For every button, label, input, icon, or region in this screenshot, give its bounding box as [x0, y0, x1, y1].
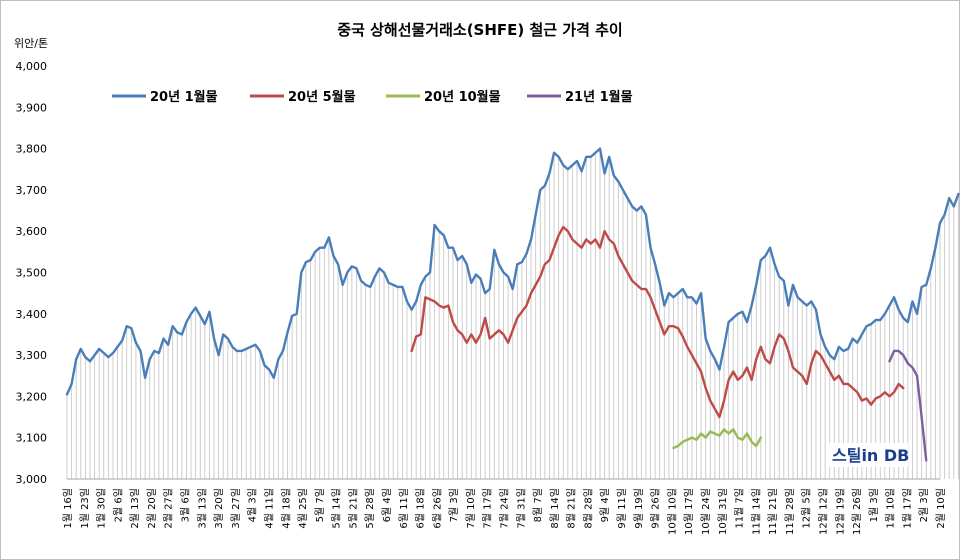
series-lines [65, 147, 960, 462]
x-tick-label: 1월 16일 [62, 488, 74, 529]
y-tick-label: 3,500 [16, 267, 48, 280]
x-tick-label: 1월 23일 [79, 488, 91, 529]
y-tick-label: 3,900 [16, 101, 48, 114]
x-tick-label: 3월 20일 [213, 488, 225, 529]
x-category-bars [66, 148, 959, 480]
watermark-box [828, 443, 908, 467]
x-tick-label: 9월 4일 [599, 488, 611, 522]
x-tick-label: 5월 28일 [364, 488, 376, 529]
x-tick-label: 2월 6일 [112, 488, 124, 522]
y-axis: 3,000 3,100 3,200 3,300 3,400 3,500 3,600 3,700… [16, 60, 48, 486]
x-tick-label: 7월 31일 [515, 488, 527, 529]
x-tick-label: 1월 30일 [96, 488, 108, 529]
x-tick-label: 4월 3일 [247, 488, 259, 522]
x-tick-label: 3월 27일 [230, 488, 242, 529]
x-tick-label: 8월 14일 [549, 488, 561, 529]
x-tick-label: 8월 21일 [566, 488, 578, 529]
watermark-text: 스틸in DB [832, 446, 909, 465]
x-tick-label: 8월 7일 [532, 488, 544, 522]
x-tick-label: 2월 20일 [146, 488, 158, 529]
x-tick-label: 4월 18일 [280, 488, 292, 529]
x-tick-label: 11월 7일 [734, 488, 746, 529]
watermark-logo: 스틸in DB [828, 443, 909, 467]
x-tick-label: 12월 19일 [834, 488, 846, 535]
x-tick-label: 3월 6일 [180, 488, 192, 522]
series-line-2 [410, 225, 905, 419]
legend-label-4: 21년 1월물 [565, 89, 633, 105]
y-tick-label: 3,400 [16, 308, 48, 321]
x-tick-label: 12월 5일 [801, 488, 813, 529]
x-tick-label: 6월 18일 [415, 488, 427, 529]
x-tick-label: 6월 26일 [431, 488, 443, 529]
legend-label-3: 20년 10월물 [424, 89, 501, 105]
x-tick-label: 9월 26일 [650, 488, 662, 529]
y-tick-label: 3,100 [16, 432, 48, 445]
x-tick-label: 10월 24일 [700, 488, 712, 535]
x-tick-label: 6월 4일 [381, 488, 393, 522]
x-tick-label: 7월 17일 [482, 488, 494, 529]
x-tick-label: 11월 28일 [784, 488, 796, 535]
series-line-4 [888, 349, 928, 462]
x-tick-label: 5월 14일 [331, 488, 343, 529]
x-tick-label: 9월 11일 [616, 488, 628, 529]
x-tick-label: 10월 17일 [683, 488, 695, 535]
x-tick-label: 4월 11일 [263, 488, 275, 529]
y-tick-label: 3,200 [16, 390, 48, 403]
y-tick-label: 3,000 [16, 473, 48, 486]
x-tick-label: 8월 28일 [582, 488, 594, 529]
x-tick-label: 2월 13일 [129, 488, 141, 529]
x-tick-label: 7월 24일 [499, 488, 511, 529]
x-tick-label: 2월 27일 [163, 488, 175, 529]
y-tick-label: 3,800 [16, 143, 48, 156]
series-line-3 [672, 428, 763, 450]
x-tick-label: 5월 7일 [314, 488, 326, 522]
x-tick-label: 12월 12일 [817, 488, 829, 535]
x-tick-label: 4월 25일 [297, 488, 309, 529]
x-tick-label: 9월 19일 [633, 488, 645, 529]
x-tick-label: 10월 10일 [666, 488, 678, 535]
x-tick-label: 11월 21일 [767, 488, 779, 535]
y-tick-label: 3,600 [16, 225, 48, 238]
legend-label-1: 20년 1월물 [150, 89, 218, 105]
x-tick-label: 1월 10일 [885, 488, 897, 529]
x-tick-label: 6월 11일 [398, 488, 410, 529]
chart-title: 중국 상해선물거래소(SHFE) 철근 가격 추이 [337, 21, 622, 39]
x-tick-label: 1월 3일 [868, 488, 880, 522]
x-tick-label: 12월 26일 [851, 488, 863, 535]
x-tick-label: 10월 31일 [717, 488, 729, 535]
x-axis: 1월 16일 1월 23일 1월 30일 2월 6일 2월 13일 2월 20일 2월 27… [62, 488, 947, 535]
x-tick-label: 2월 10일 [935, 488, 947, 529]
legend: 20년 1월물 20년 5월물 20년 10월물 21년 1월물 [112, 89, 633, 105]
y-tick-label: 3,700 [16, 184, 48, 197]
x-tick-label: 11월 14일 [750, 488, 762, 535]
x-tick-label: 5월 21일 [347, 488, 359, 529]
x-tick-label: 2월 3일 [918, 488, 930, 522]
y-tick-label: 3,300 [16, 349, 48, 362]
y-axis-unit-label: 위안/톤 [14, 37, 48, 50]
x-tick-label: 3월 13일 [196, 488, 208, 529]
x-tick-label: 1월 17일 [901, 488, 913, 529]
x-tick-label: 7월 10일 [465, 488, 477, 529]
series-line-1 [65, 147, 960, 396]
y-tick-label: 4,000 [16, 60, 48, 73]
x-tick-label: 7월 3일 [448, 488, 460, 522]
legend-label-2: 20년 5월물 [288, 89, 356, 105]
